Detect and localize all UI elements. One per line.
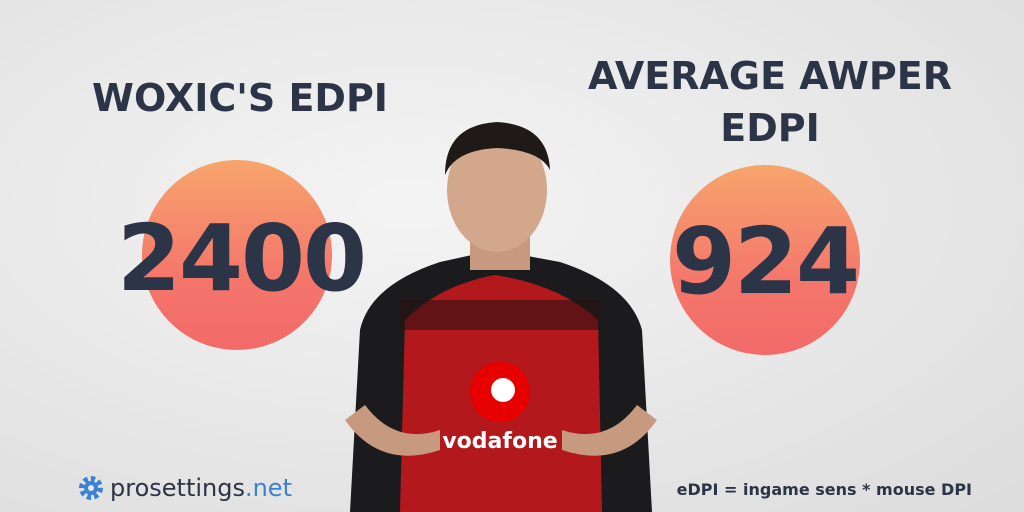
gear-icon [79, 476, 103, 500]
left-circle [142, 160, 332, 350]
footnote: eDPI = ingame sens * mouse DPI [676, 480, 972, 499]
brand: prosettings .net [78, 474, 292, 502]
left-value: 2400 [117, 205, 367, 312]
brand-tld: .net [244, 474, 292, 502]
jersey-sponsor: vodafone [442, 429, 557, 454]
brand-name: prosettings [110, 474, 245, 502]
right-circle [670, 165, 860, 355]
right-value: 924 [671, 208, 860, 315]
left-title: WOXIC'S EDPI [92, 76, 388, 120]
right-title: AVERAGE AWPER EDPI [588, 54, 952, 150]
